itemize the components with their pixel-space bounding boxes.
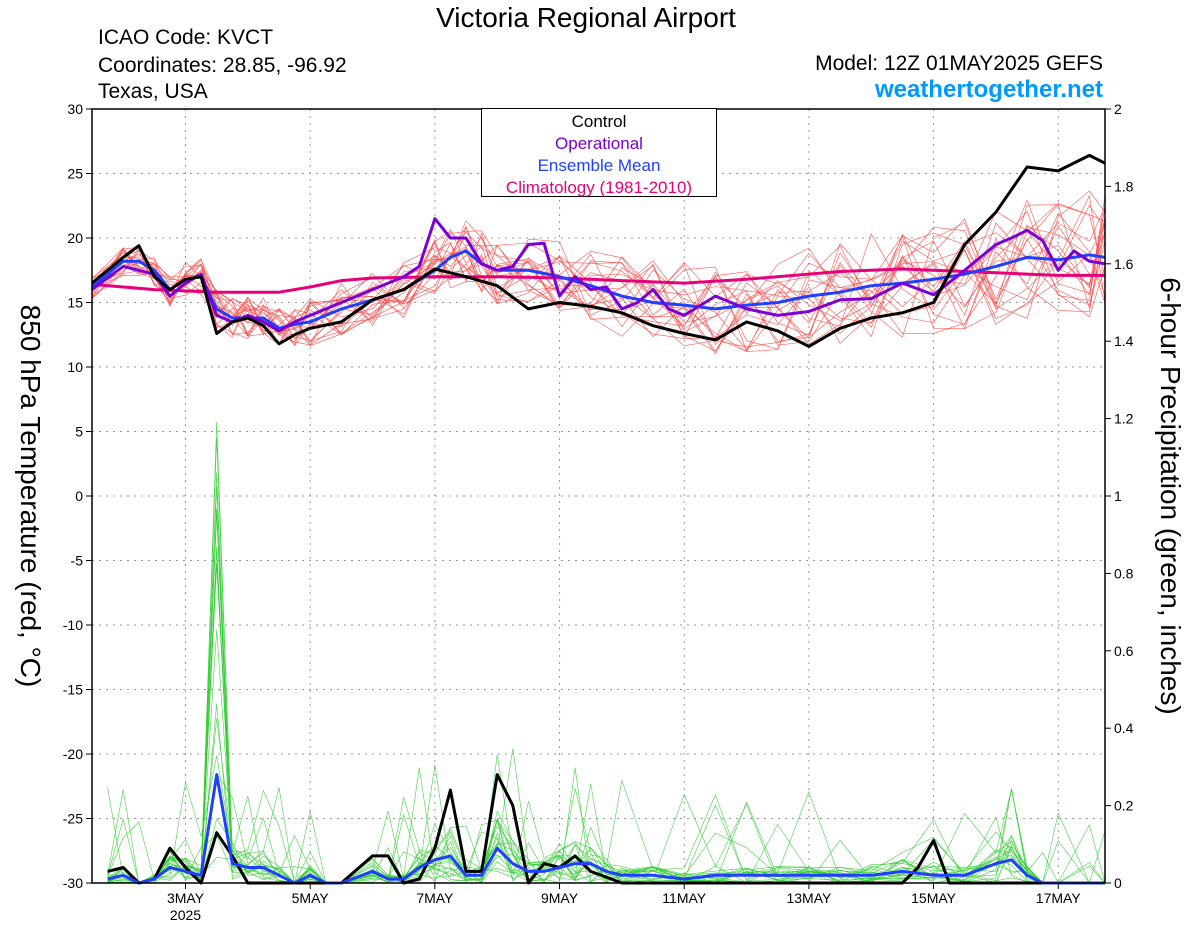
- x-tick-label: 11MAY: [662, 890, 706, 906]
- y-tick-label: -20: [63, 746, 83, 762]
- y-tick-label: 25: [67, 166, 83, 182]
- precip-member-line: [107, 513, 1105, 884]
- y-axis-right: 2 1.8 1.6 1.4 1.2 1 0.8 0.6 0.4 0.2 0: [1105, 101, 1134, 891]
- x-tick-label: 3MAY: [167, 890, 205, 906]
- y2-tick-label: 2: [1114, 101, 1122, 117]
- temp-member-line: [91, 212, 1106, 336]
- series-lines: [91, 153, 1106, 885]
- precip-member-line: [107, 472, 1105, 884]
- y-tick-label: 15: [67, 295, 83, 311]
- precip-member-line: [107, 787, 1105, 884]
- temp-line-climatology-1981-2010-: [91, 267, 1105, 294]
- icao-code: ICAO Code: KVCT: [98, 26, 274, 49]
- y2-tick-label: 0: [1114, 875, 1122, 891]
- y-axis-left: 30 25 20 15 10 5 0 -5 -10 -15 -20 -25 -30: [63, 101, 92, 891]
- precip-member-line: [107, 703, 1105, 884]
- x-tick-label: 7MAY: [416, 890, 454, 906]
- temp-member-line: [91, 207, 1106, 348]
- precip-member-line: [107, 437, 1105, 884]
- y-tick-label: 0: [75, 488, 83, 504]
- y2-tick-label: 0.4: [1114, 720, 1134, 736]
- y-tick-label: -15: [63, 682, 83, 698]
- y2-tick-label: 1.4: [1114, 333, 1134, 349]
- y-axis-label-right: 6-hour Precipitation (green, inches): [1155, 277, 1186, 715]
- temp-member-line: [91, 217, 1106, 338]
- y-tick-label: -5: [71, 553, 84, 569]
- precip-member-line: [107, 509, 1106, 884]
- precip-member-line: [107, 486, 1105, 884]
- legend-climatology: Climatology (1981-2010): [505, 178, 693, 197]
- y-tick-label: 10: [67, 359, 83, 375]
- y2-tick-label: 1.8: [1114, 178, 1134, 194]
- x-tick-label: 9MAY: [541, 890, 579, 906]
- model-run: Model: 12Z 01MAY2025 GEFS: [815, 52, 1103, 75]
- legend-control: Control: [571, 112, 627, 131]
- y-axis-label-left: 850 hPa Temperature (red, °C): [15, 304, 46, 688]
- x-tick-label: 5MAY: [292, 890, 330, 906]
- x-tick-label: 15MAY: [911, 890, 957, 906]
- x-tick-sublabel: 2025: [170, 907, 201, 923]
- temp-member-line: [91, 224, 1106, 343]
- legend: Control Operational Ensemble Mean Climat…: [481, 108, 717, 197]
- y2-tick-label: 0.8: [1114, 565, 1134, 581]
- precip-member-line: [107, 551, 1105, 884]
- site-link[interactable]: weathertogether.net: [874, 76, 1103, 103]
- temp-member-line: [91, 194, 1106, 352]
- temp-member-line: [91, 221, 1106, 352]
- y-tick-label: 20: [67, 230, 83, 246]
- chart-title: Victoria Regional Airport: [436, 2, 736, 33]
- y2-tick-label: 0.2: [1114, 798, 1134, 814]
- ensemble-members: [91, 190, 1106, 884]
- y2-tick-label: 0.6: [1114, 643, 1134, 659]
- coordinates: Coordinates: 28.85, -96.92: [98, 54, 347, 77]
- grid-lines: [92, 109, 1105, 883]
- y2-tick-label: 1: [1114, 488, 1122, 504]
- x-tick-label: 13MAY: [786, 890, 832, 906]
- location: Texas, USA: [98, 80, 208, 103]
- precip-member-line: [107, 563, 1106, 884]
- y-tick-label: -10: [63, 617, 83, 633]
- y-tick-label: -30: [63, 875, 83, 891]
- precip-member-line: [107, 821, 1105, 884]
- temp-member-line: [91, 206, 1106, 352]
- y2-tick-label: 1.6: [1114, 256, 1134, 272]
- legend-ensemble-mean: Ensemble Mean: [537, 156, 661, 175]
- precip-member-line: [107, 813, 1105, 884]
- x-tick-label: 17MAY: [1036, 890, 1082, 906]
- y-tick-label: 5: [75, 424, 83, 440]
- y-tick-label: -25: [63, 811, 83, 827]
- y-tick-label: 30: [67, 101, 83, 117]
- y2-tick-label: 1.2: [1114, 411, 1134, 427]
- precip-line-control: [107, 773, 1105, 885]
- precip-member-line: [107, 508, 1105, 884]
- temp-line-control: [91, 153, 1106, 348]
- precip-line-ensemble-mean: [107, 773, 1105, 885]
- legend-operational: Operational: [555, 134, 643, 153]
- precip-member-line: [107, 546, 1106, 884]
